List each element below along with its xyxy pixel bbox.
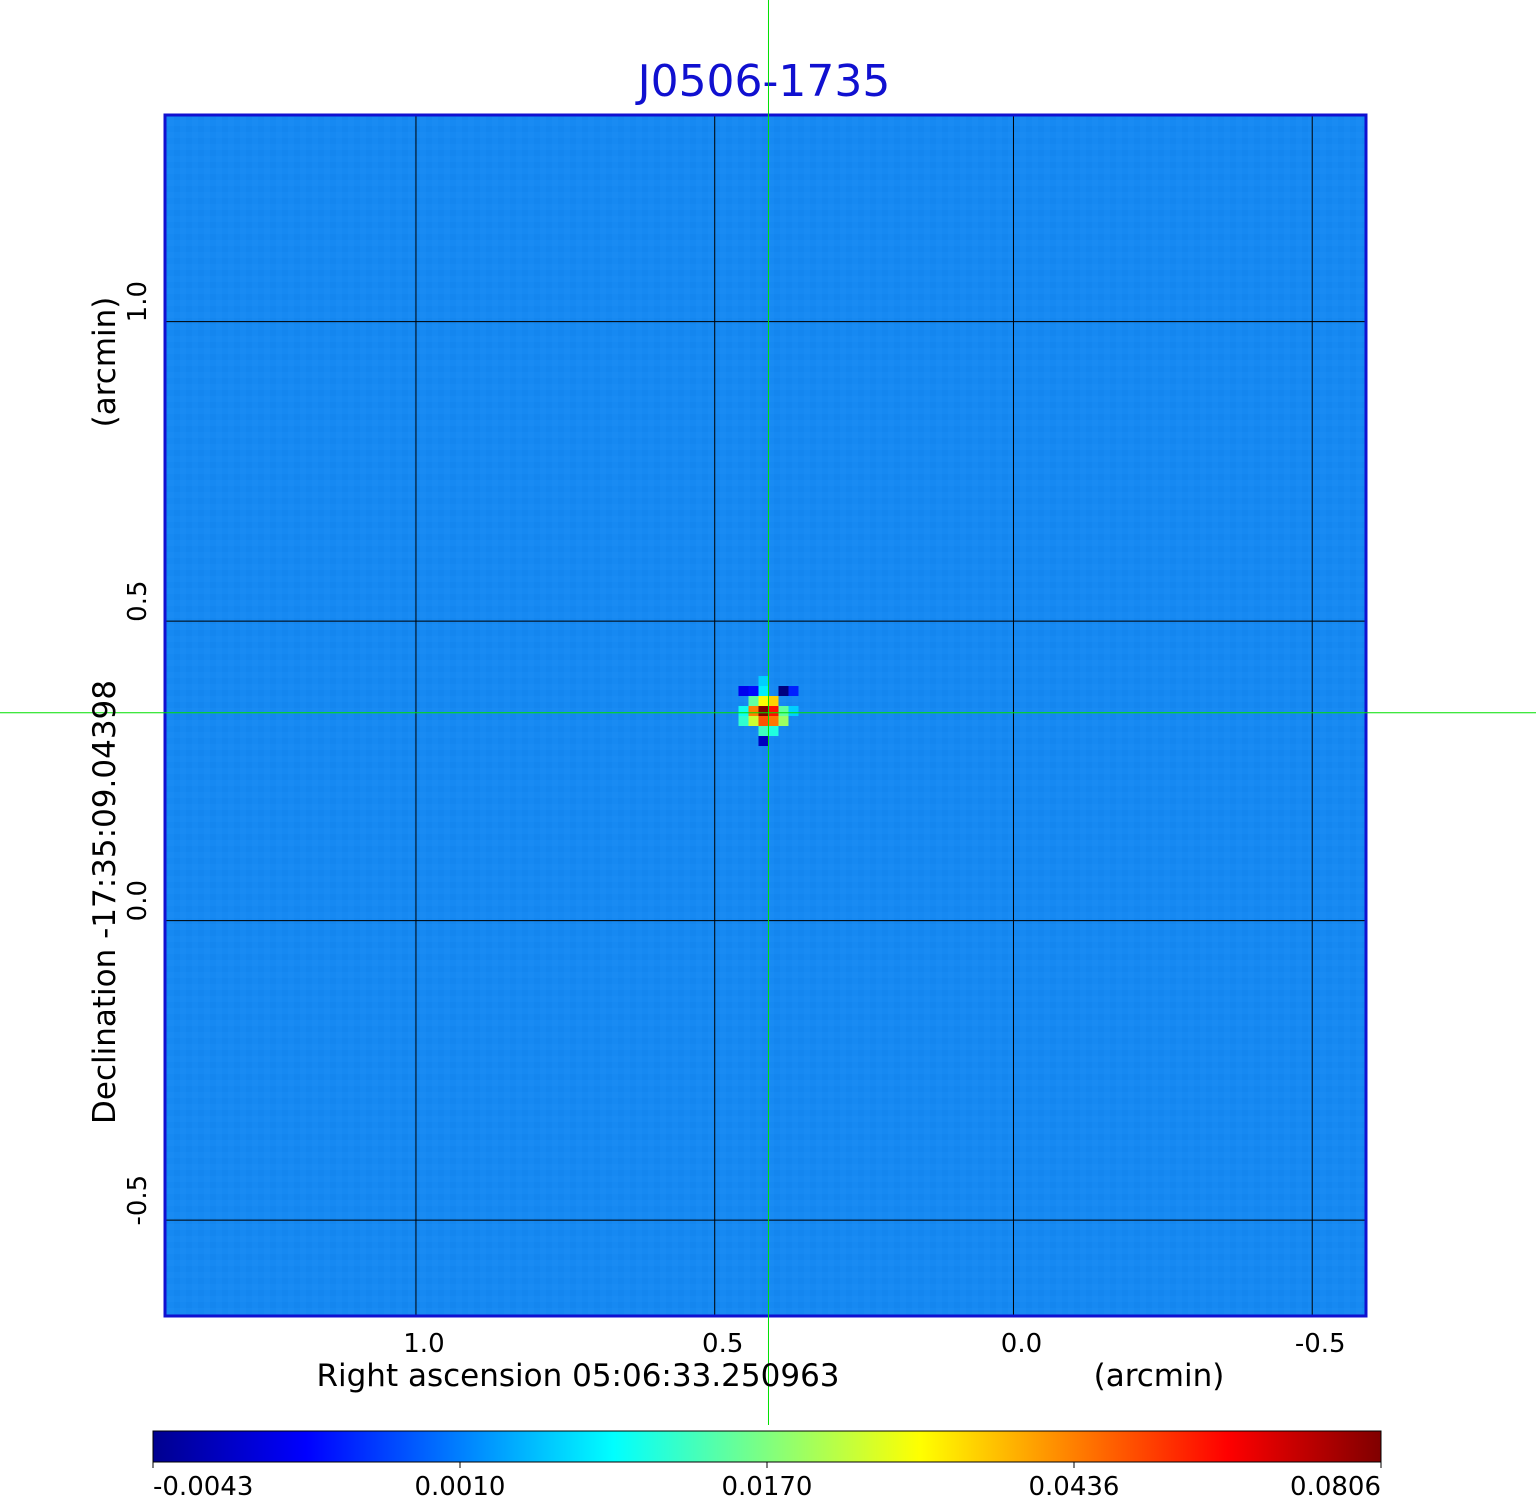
colorbar-tick-label: 0.0010: [415, 1472, 506, 1500]
colorbar-gradient: [152, 1430, 1382, 1463]
plot-area: [163, 113, 1368, 1318]
image-pixel: [768, 716, 779, 727]
image-pixel: [758, 736, 769, 747]
y-tick-label: 0.0: [123, 880, 153, 921]
x-tick-label: -0.5: [1295, 1329, 1346, 1359]
grid-lines: [165, 115, 1366, 1316]
y-tick-labels: 1.0 0.5 0.0 -0.5: [123, 281, 153, 1226]
crosshair: [0, 0, 1536, 1425]
y-axis-unit: (arcmin): [87, 297, 123, 428]
chart-title: J0506-1735: [635, 56, 891, 107]
image-pixel: [758, 726, 769, 737]
x-axis-unit: (arcmin): [1094, 1358, 1225, 1394]
image-pixel: [788, 706, 799, 717]
image-pixel: [758, 706, 769, 717]
image-pixel: [748, 716, 759, 727]
y-tick-label: 1.0: [123, 281, 153, 322]
image-pixel: [768, 726, 779, 737]
colorbar-tick-label: 0.0170: [722, 1472, 813, 1500]
x-tick-label: 0.5: [702, 1329, 743, 1359]
image-pixel: [788, 686, 799, 697]
image-pixel: [778, 716, 789, 727]
source-pixels: [738, 676, 799, 747]
image-pixel: [738, 686, 749, 697]
y-tick-label: -0.5: [123, 1175, 153, 1226]
image-pixel: [748, 706, 759, 717]
image-pixel: [758, 686, 769, 697]
image-pixel: [758, 716, 769, 727]
x-tick-labels: 1.0 0.5 0.0 -0.5: [403, 1329, 1345, 1359]
image-pixel: [758, 696, 769, 707]
y-axis-label: Declination -17:35:09.04398: [87, 680, 123, 1124]
image-pixel: [748, 696, 759, 707]
image-pixel: [768, 706, 779, 717]
image-pixel: [778, 686, 789, 697]
y-tick-label: 0.5: [123, 580, 153, 621]
colorbar-tick-label: -0.0043: [153, 1472, 253, 1500]
x-tick-label: 1.0: [403, 1329, 444, 1359]
plot-frame: [163, 113, 1368, 1318]
colorbar-tick-label: 0.0436: [1029, 1472, 1120, 1500]
x-tick-label: 0.0: [1001, 1329, 1042, 1359]
image-pixel: [748, 686, 759, 697]
colorbar-tick-label: 0.0806: [1290, 1472, 1381, 1500]
image-pixel: [768, 696, 779, 707]
x-axis-label: Right ascension 05:06:33.250963: [316, 1358, 839, 1394]
image-pixel: [738, 716, 749, 727]
image-pixel: [738, 706, 749, 717]
image-pixel: [778, 706, 789, 717]
image-pixel: [758, 676, 769, 687]
colorbar: -0.0043 0.0010 0.0170 0.0436 0.0806: [152, 1430, 1382, 1500]
colorbar-ticks: -0.0043 0.0010 0.0170 0.0436 0.0806: [152, 1462, 1382, 1500]
